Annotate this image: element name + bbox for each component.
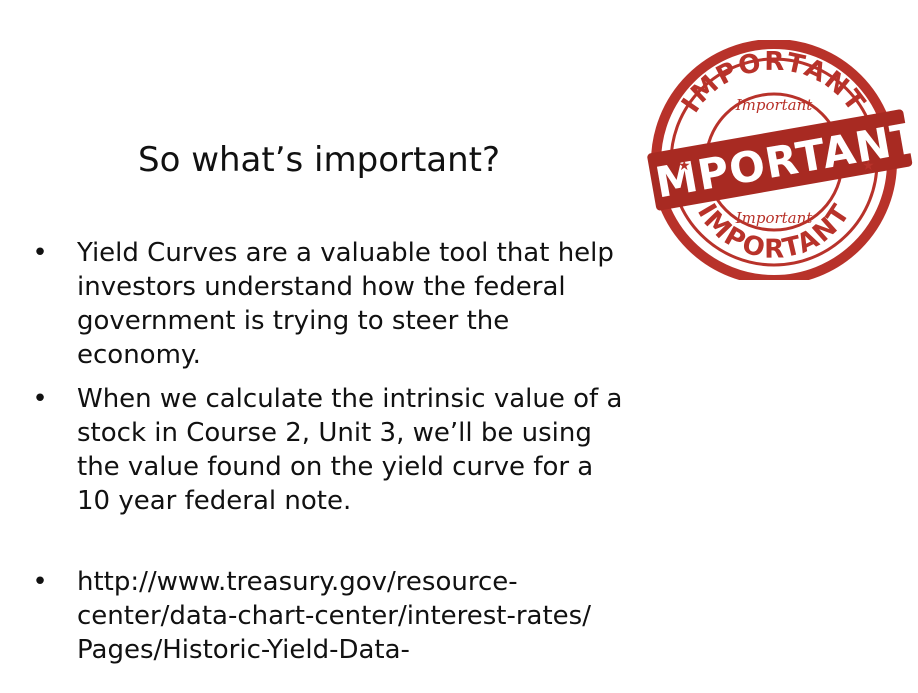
bullet-item: • When we calculate the intrinsic value … bbox=[30, 382, 690, 518]
bullet-item-link: • http://www.treasury.gov/resource- cent… bbox=[30, 565, 690, 667]
star-icon: ★ bbox=[678, 158, 691, 174]
stamp-script-top: Important bbox=[735, 96, 814, 114]
bullet-text-line: government is trying to steer the bbox=[77, 306, 510, 336]
bullet-marker: • bbox=[32, 384, 48, 414]
bullet-list: • Yield Curves are a valuable tool that … bbox=[30, 236, 690, 667]
stamp-script-bottom: Important bbox=[735, 209, 814, 227]
url-text-line: http://www.treasury.gov/resource- bbox=[77, 567, 518, 597]
bullet-marker: • bbox=[32, 238, 48, 268]
bullet-marker: • bbox=[32, 567, 48, 597]
bullet-text-line: economy. bbox=[77, 340, 201, 370]
url-text-line: Pages/Historic-Yield-Data- bbox=[77, 635, 410, 665]
bullet-text-line: When we calculate the intrinsic value of… bbox=[77, 384, 623, 414]
important-stamp-image: IMPORTANT IMPORTANT Important Important … bbox=[640, 40, 915, 280]
star-icon: ★ bbox=[862, 158, 875, 174]
bullet-text-line: investors understand how the federal bbox=[77, 272, 566, 302]
bullet-text-line: stock in Course 2, Unit 3, we’ll be usin… bbox=[77, 418, 592, 448]
bullet-text-line: the value found on the yield curve for a bbox=[77, 452, 594, 482]
bullet-item: • Yield Curves are a valuable tool that … bbox=[30, 236, 690, 372]
stamp-banner-bar bbox=[647, 109, 913, 211]
stamp-seal: IMPORTANT IMPORTANT Important Important … bbox=[640, 40, 915, 280]
bullet-text-line: 10 year federal note. bbox=[77, 486, 352, 516]
url-text-line: center/data-chart-center/interest-rates/ bbox=[77, 601, 591, 631]
bullet-text-line: Yield Curves are a valuable tool that he… bbox=[77, 238, 614, 268]
slide-title: So what’s important? bbox=[138, 140, 501, 180]
